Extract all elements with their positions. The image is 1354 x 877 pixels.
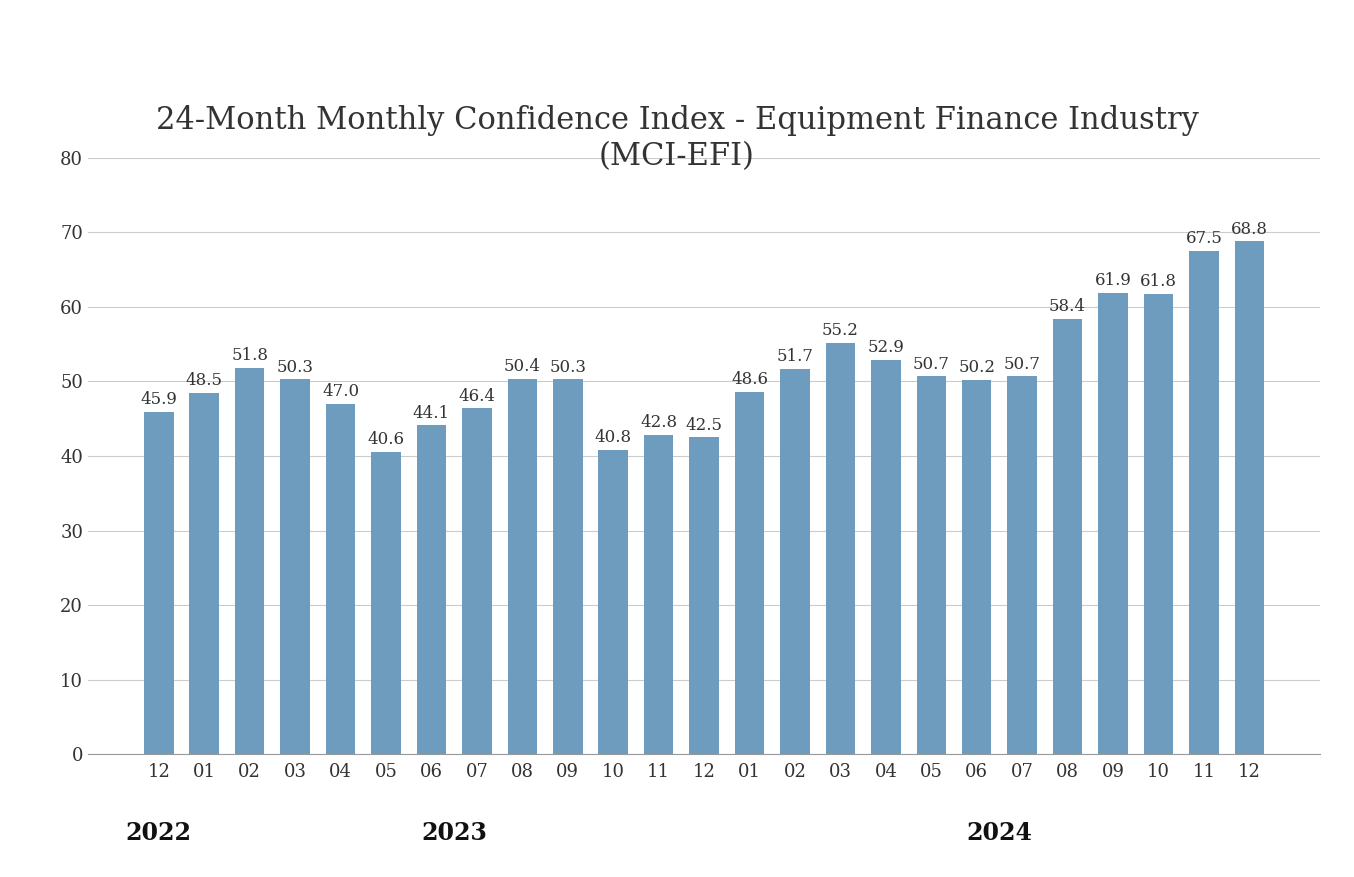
Bar [234, 368, 264, 754]
Text: 42.5: 42.5 [685, 417, 723, 433]
Text: 50.3: 50.3 [276, 359, 314, 375]
Text: 51.8: 51.8 [232, 347, 268, 364]
Text: 61.8: 61.8 [1140, 273, 1177, 289]
Text: 50.7: 50.7 [1003, 355, 1041, 373]
Bar [144, 412, 173, 754]
Text: 50.2: 50.2 [959, 360, 995, 376]
Text: 24-Month Monthly Confidence Index - Equipment Finance Industry
(MCI-EFI): 24-Month Monthly Confidence Index - Equi… [156, 105, 1198, 172]
Bar [417, 425, 447, 754]
Bar [735, 392, 764, 754]
Text: 68.8: 68.8 [1231, 221, 1267, 238]
Bar [961, 380, 991, 754]
Text: 48.5: 48.5 [185, 372, 222, 389]
Text: 55.2: 55.2 [822, 322, 858, 339]
Text: 2022: 2022 [126, 821, 192, 845]
Bar [552, 379, 582, 754]
Bar [917, 376, 946, 754]
Text: 2024: 2024 [967, 821, 1033, 845]
Text: 47.0: 47.0 [322, 383, 359, 400]
Bar [462, 409, 492, 754]
Text: 52.9: 52.9 [868, 339, 904, 356]
Text: 46.4: 46.4 [459, 388, 496, 404]
Bar [645, 435, 673, 754]
Bar [508, 379, 538, 754]
Bar [689, 438, 719, 754]
Bar [190, 393, 219, 754]
Text: 48.6: 48.6 [731, 371, 768, 389]
Bar [1144, 294, 1174, 754]
Bar [1098, 293, 1128, 754]
Text: 50.7: 50.7 [913, 355, 949, 373]
Text: 67.5: 67.5 [1186, 231, 1223, 247]
Text: 40.8: 40.8 [594, 430, 632, 446]
Bar [326, 403, 355, 754]
Text: 45.9: 45.9 [141, 391, 177, 409]
Text: 51.7: 51.7 [776, 348, 814, 365]
Bar [871, 360, 900, 754]
Text: 58.4: 58.4 [1049, 298, 1086, 315]
Bar [1189, 251, 1219, 754]
Text: 2023: 2023 [421, 821, 487, 845]
Bar [826, 343, 856, 754]
Text: 40.6: 40.6 [367, 431, 405, 448]
Text: 42.8: 42.8 [640, 415, 677, 431]
Bar [1007, 376, 1037, 754]
Bar [280, 379, 310, 754]
Text: 50.4: 50.4 [504, 358, 540, 374]
Text: 44.1: 44.1 [413, 405, 450, 422]
Text: 50.3: 50.3 [550, 359, 586, 375]
Text: 61.9: 61.9 [1094, 272, 1132, 289]
Bar [1235, 241, 1265, 754]
Bar [780, 369, 810, 754]
Bar [1053, 319, 1082, 754]
Bar [598, 450, 628, 754]
Bar [371, 452, 401, 754]
